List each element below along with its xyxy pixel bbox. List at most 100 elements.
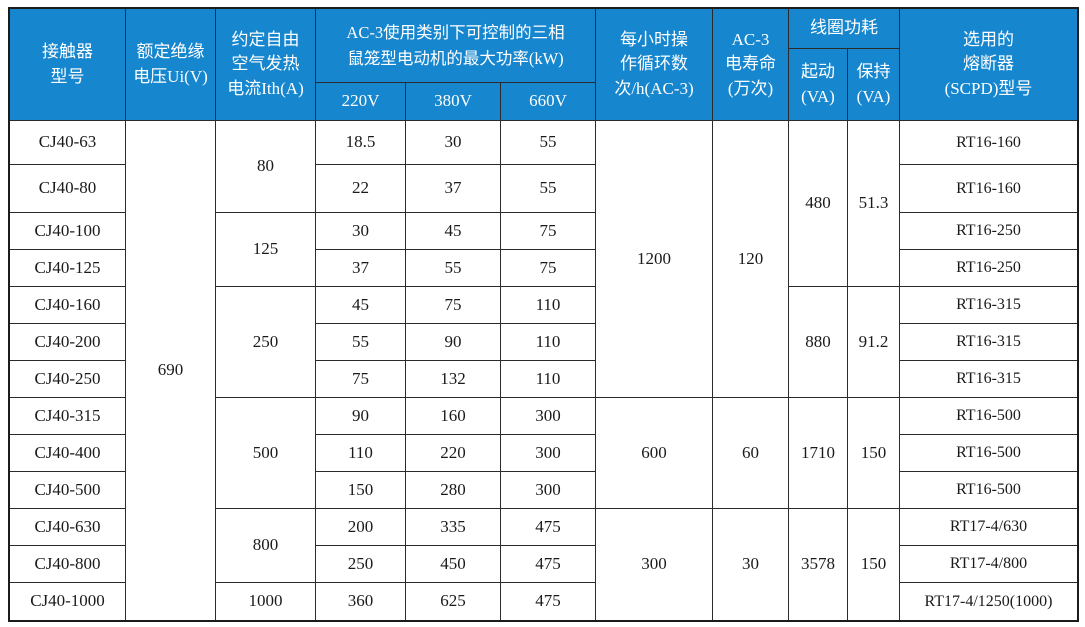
cell-coil-start: 3578 [789, 509, 848, 620]
cell-fuse: RT16-500 [900, 398, 1077, 435]
cell-power-380: 335 [406, 509, 501, 546]
cell-fuse: RT17-4/800 [900, 546, 1077, 583]
cell-model: CJ40-630 [10, 509, 126, 546]
cell-power-220: 150 [316, 472, 406, 509]
cell-cycles: 600 [596, 398, 713, 509]
cell-cycles: 300 [596, 509, 713, 620]
cell-power-660: 55 [501, 121, 596, 165]
cell-power-660: 475 [501, 583, 596, 620]
cell-ith: 1000 [216, 583, 316, 620]
cell-power-380: 30 [406, 121, 501, 165]
cell-model: CJ40-400 [10, 435, 126, 472]
cell-coil-start: 1710 [789, 398, 848, 509]
cell-power-380: 160 [406, 398, 501, 435]
header-cell-model: 接触器 型号 [10, 9, 126, 121]
cell-model: CJ40-63 [10, 121, 126, 165]
cell-coil-hold: 91.2 [848, 287, 900, 398]
cell-model: CJ40-200 [10, 324, 126, 361]
cell-model: CJ40-125 [10, 250, 126, 287]
header-cell-660v: 660V [501, 83, 596, 121]
cell-power-220: 45 [316, 287, 406, 324]
cell-fuse: RT17-4/630 [900, 509, 1077, 546]
header-cell-380v: 380V [406, 83, 501, 121]
cell-ith: 250 [216, 287, 316, 398]
cell-coil-hold: 150 [848, 509, 900, 620]
cell-ith: 125 [216, 213, 316, 287]
cell-power-220: 360 [316, 583, 406, 620]
header-cell-fuse: 选用的 熔断器 (SCPD)型号 [900, 9, 1077, 121]
cell-life: 60 [713, 398, 789, 509]
cell-model: CJ40-100 [10, 213, 126, 250]
cell-fuse: RT16-500 [900, 472, 1077, 509]
header-cell-220v: 220V [316, 83, 406, 121]
cell-ith: 80 [216, 121, 316, 213]
cell-power-380: 625 [406, 583, 501, 620]
cell-power-660: 475 [501, 546, 596, 583]
header-cell-coil: 线圈功耗 [789, 9, 900, 49]
cell-power-220: 90 [316, 398, 406, 435]
cell-power-380: 280 [406, 472, 501, 509]
cell-power-220: 22 [316, 165, 406, 213]
cell-model: CJ40-80 [10, 165, 126, 213]
cell-fuse: RT16-315 [900, 287, 1077, 324]
cell-model: CJ40-800 [10, 546, 126, 583]
cell-power-380: 132 [406, 361, 501, 398]
cell-power-380: 220 [406, 435, 501, 472]
cell-fuse: RT16-250 [900, 250, 1077, 287]
cell-fuse: RT17-4/1250(1000) [900, 583, 1077, 620]
cell-ith: 500 [216, 398, 316, 509]
cell-power-380: 37 [406, 165, 501, 213]
cell-power-220: 37 [316, 250, 406, 287]
cell-power-660: 110 [501, 287, 596, 324]
cell-fuse: RT16-250 [900, 213, 1077, 250]
cell-fuse: RT16-160 [900, 121, 1077, 165]
cell-power-220: 75 [316, 361, 406, 398]
cell-power-380: 450 [406, 546, 501, 583]
cell-fuse: RT16-500 [900, 435, 1077, 472]
cell-power-380: 90 [406, 324, 501, 361]
cell-power-380: 45 [406, 213, 501, 250]
cell-power-660: 55 [501, 165, 596, 213]
header-cell-cycles: 每小时操 作循环数 次/h(AC-3) [596, 9, 713, 121]
cell-power-220: 110 [316, 435, 406, 472]
cell-power-660: 75 [501, 250, 596, 287]
cell-coil-start: 880 [789, 287, 848, 398]
header-cell-thermal: 约定自由 空气发热 电流Ith(A) [216, 9, 316, 121]
header-cell-power-title: AC-3使用类别下可控制的三相 鼠笼型电动机的最大功率(kW) [316, 9, 596, 83]
cell-power-220: 55 [316, 324, 406, 361]
cell-power-380: 75 [406, 287, 501, 324]
cell-power-220: 18.5 [316, 121, 406, 165]
cell-life: 30 [713, 509, 789, 620]
cell-model: CJ40-250 [10, 361, 126, 398]
cell-power-660: 300 [501, 435, 596, 472]
cell-power-660: 110 [501, 324, 596, 361]
contactor-spec-table: 接触器 型号 额定绝缘 电压Ui(V) 约定自由 空气发热 电流Ith(A) AC-3… [8, 7, 1079, 622]
cell-fuse: RT16-315 [900, 361, 1077, 398]
cell-model: CJ40-1000 [10, 583, 126, 620]
header-cell-insulation: 额定绝缘 电压Ui(V) [126, 9, 216, 121]
cell-model: CJ40-500 [10, 472, 126, 509]
cell-power-220: 30 [316, 213, 406, 250]
cell-fuse: RT16-160 [900, 165, 1077, 213]
cell-power-660: 75 [501, 213, 596, 250]
cell-coil-start: 480 [789, 121, 848, 287]
cell-ith: 800 [216, 509, 316, 583]
cell-power-660: 110 [501, 361, 596, 398]
cell-coil-hold: 51.3 [848, 121, 900, 287]
cell-cycles: 1200 [596, 121, 713, 398]
cell-coil-hold: 150 [848, 398, 900, 509]
cell-fuse: RT16-315 [900, 324, 1077, 361]
header-cell-coil-start: 起动 (VA) [789, 49, 848, 121]
cell-power-220: 250 [316, 546, 406, 583]
header-cell-life: AC-3 电寿命 (万次) [713, 9, 789, 121]
cell-insulation-voltage: 690 [126, 121, 216, 620]
header-cell-coil-hold: 保持 (VA) [848, 49, 900, 121]
cell-power-380: 55 [406, 250, 501, 287]
cell-power-220: 200 [316, 509, 406, 546]
cell-model: CJ40-160 [10, 287, 126, 324]
cell-power-660: 300 [501, 472, 596, 509]
cell-life: 120 [713, 121, 789, 398]
cell-power-660: 475 [501, 509, 596, 546]
cell-model: CJ40-315 [10, 398, 126, 435]
